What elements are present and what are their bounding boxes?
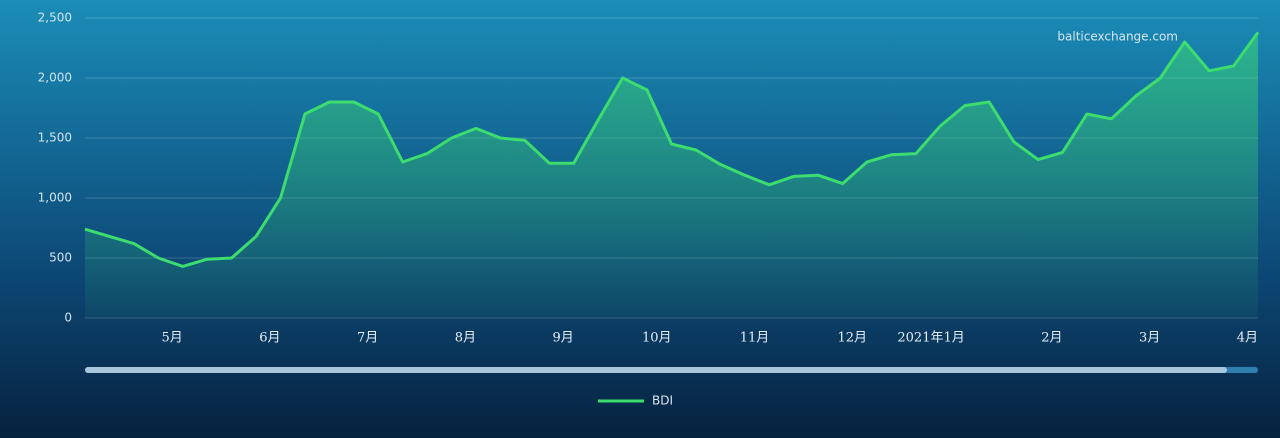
x-tick-label: 8月 bbox=[455, 331, 476, 346]
x-tick-label: 5月 bbox=[161, 331, 182, 346]
x-tick-label: 10月 bbox=[642, 331, 672, 346]
x-tick-label: 2月 bbox=[1041, 331, 1062, 346]
y-tick-label: 2,500 bbox=[38, 11, 72, 25]
x-tick-label: 2021年1月 bbox=[897, 331, 964, 346]
y-tick-label: 2,000 bbox=[38, 71, 72, 85]
y-tick-label: 1,500 bbox=[38, 131, 72, 145]
x-tick-label: 7月 bbox=[357, 331, 378, 346]
legend-label: BDI bbox=[652, 394, 673, 408]
scrollbar-thumb[interactable] bbox=[85, 367, 1227, 373]
y-tick-label: 1,000 bbox=[38, 191, 72, 205]
x-tick-label: 9月 bbox=[552, 331, 573, 346]
line bbox=[84, 31, 1260, 268]
area bbox=[85, 32, 1258, 319]
watermark: balticexchange.com bbox=[1057, 30, 1178, 44]
x-tick-label: 6月 bbox=[259, 331, 280, 346]
x-tick-label: 11月 bbox=[740, 331, 770, 346]
x-tick-label: 4月 bbox=[1237, 331, 1258, 346]
y-tick-label: 0 bbox=[64, 311, 72, 325]
x-tick-label: 12月 bbox=[837, 331, 867, 346]
x-tick-label: 3月 bbox=[1139, 331, 1160, 346]
y-tick-label: 500 bbox=[49, 251, 72, 265]
